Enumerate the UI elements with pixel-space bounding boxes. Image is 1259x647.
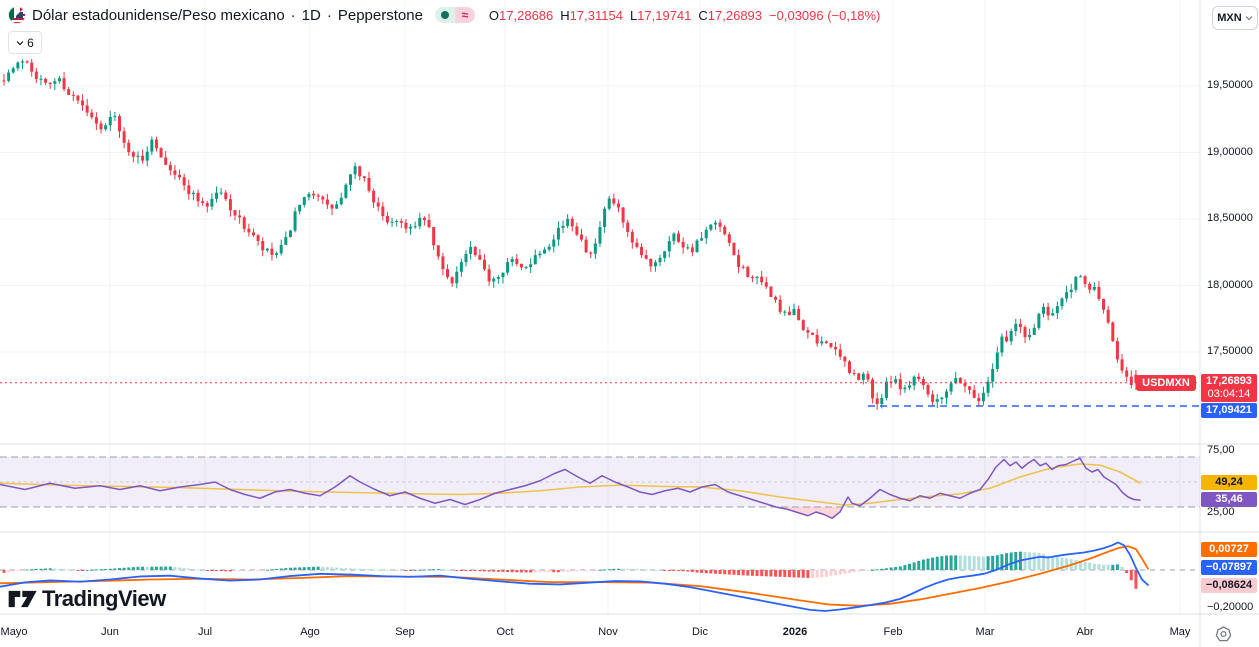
interval-label[interactable]: 1D — [302, 7, 321, 24]
legend-separator: · — [327, 7, 332, 24]
tradingview-wordmark: TradingView — [42, 586, 166, 612]
chevron-down-icon — [16, 39, 24, 47]
price-line-symbol-badge: USDMXN — [1136, 375, 1196, 391]
time-tick-label: May — [1170, 626, 1191, 638]
close-value: 17,26893 — [708, 8, 762, 23]
rsi-value-badge: 35,46 — [1201, 492, 1257, 507]
time-tick-label: Sep — [395, 626, 415, 638]
time-settings-icon[interactable] — [1215, 626, 1232, 647]
time-tick-label: Jun — [101, 626, 119, 638]
chevron-down-icon — [1245, 14, 1253, 22]
time-tick-label: Mayo — [1, 626, 28, 638]
rsi-upper-label: 75,00 — [1207, 444, 1235, 456]
rsi-lower-label: 25,00 — [1207, 506, 1235, 518]
open-value: 17,28686 — [499, 8, 553, 23]
bar-countdown: 03:04:14 — [1201, 388, 1257, 401]
tradingview-logo[interactable]: TradingView — [8, 586, 166, 612]
instrument-flag-icon — [8, 6, 26, 24]
indicator-count: 6 — [27, 36, 34, 50]
time-tick-label: Dic — [692, 626, 708, 638]
time-tick-label: Nov — [598, 626, 618, 638]
ohlc-values: O17,28686 H17,31154 L17,19741 C17,26893 … — [489, 8, 880, 23]
macd-hist-value-badge: −0,08624 — [1201, 578, 1257, 593]
provider-label[interactable]: Pepperstone — [338, 7, 423, 24]
price-tick-label: 18,50000 — [1207, 212, 1253, 224]
time-tick-label: Feb — [884, 626, 903, 638]
chart-canvas[interactable] — [0, 0, 1259, 647]
delayed-data-icon: ≈ — [455, 7, 475, 23]
macd-axis-label: −0,20000 — [1207, 601, 1253, 613]
low-value: 17,19741 — [637, 8, 691, 23]
price-tick-label: 18,00000 — [1207, 279, 1253, 291]
symbol-title[interactable]: Dólar estadounidense/Peso mexicano — [32, 7, 285, 24]
price-tick-label: 19,50000 — [1207, 79, 1253, 91]
high-value: 17,31154 — [570, 8, 623, 23]
change-value: −0,03096 (−0,18%) — [769, 8, 880, 23]
low-price-badge: 17,09421 — [1201, 403, 1257, 418]
legend-collapse-button[interactable]: 6 — [8, 31, 42, 54]
price-tick-label: 17,50000 — [1207, 345, 1253, 357]
time-tick-label: 2026 — [783, 626, 807, 638]
open-label: O — [489, 8, 499, 23]
rsi-ma-value-badge: 49,24 — [1201, 475, 1257, 490]
time-tick-label: Oct — [496, 626, 513, 638]
time-tick-label: Jul — [198, 626, 212, 638]
market-status-pill[interactable]: ≈ — [435, 7, 475, 23]
currency-label: MXN — [1217, 12, 1241, 24]
time-tick-label: Mar — [976, 626, 995, 638]
symbol-legend[interactable]: Dólar estadounidense/Peso mexicano · 1D … — [8, 6, 880, 24]
tradingview-mark-icon — [8, 586, 38, 612]
price-tick-label: 19,00000 — [1207, 146, 1253, 158]
market-open-dot-icon — [435, 7, 455, 23]
current-price-badge: 17,26893 03:04:14 — [1201, 374, 1257, 402]
macd-value-badge: −0,07897 — [1201, 560, 1257, 575]
current-price-value: 17,26893 — [1201, 375, 1257, 388]
high-label: H — [560, 8, 569, 23]
macd-signal-value-badge: 0,00727 — [1201, 542, 1257, 557]
legend-separator: · — [291, 7, 296, 24]
currency-selector[interactable]: MXN — [1212, 6, 1258, 30]
close-label: C — [698, 8, 707, 23]
time-tick-label: Abr — [1076, 626, 1093, 638]
time-tick-label: Ago — [300, 626, 320, 638]
tradingview-chart-window: Dólar estadounidense/Peso mexicano · 1D … — [0, 0, 1259, 647]
